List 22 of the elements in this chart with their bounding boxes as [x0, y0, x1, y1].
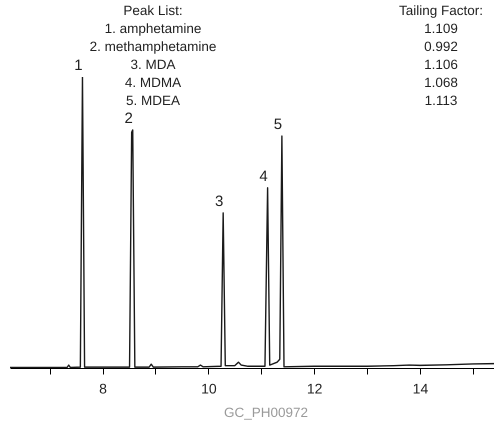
annotation: 1 — [74, 57, 83, 74]
annotation: 4 — [259, 168, 268, 185]
text: GC_PH00972 — [224, 405, 308, 420]
text: 1. amphetamine — [104, 21, 202, 36]
annotation: 5 — [274, 116, 282, 134]
text: 1.106 — [424, 57, 458, 72]
text: Peak List: — [123, 3, 183, 18]
annotation: 1.113 — [424, 93, 458, 108]
annotation: 5. MDEA — [126, 93, 180, 108]
x-tick-label: 14 — [412, 380, 428, 396]
annotation: 3 — [215, 192, 224, 210]
annotation: 4. MDMA — [124, 75, 182, 90]
text: Tailing Factor: — [398, 3, 484, 18]
text: 2. methamphetamine — [90, 39, 216, 54]
text: 0.992 — [424, 39, 458, 54]
annotation: 1.068 — [424, 75, 458, 90]
text: 1.109 — [424, 21, 458, 36]
text: 3. MDA — [130, 57, 176, 72]
x-tick-label: 10 — [201, 380, 217, 396]
x-tick-label: 8 — [99, 380, 108, 396]
annotation: 2 — [124, 110, 133, 127]
x-tick-label: 12 — [306, 380, 323, 396]
